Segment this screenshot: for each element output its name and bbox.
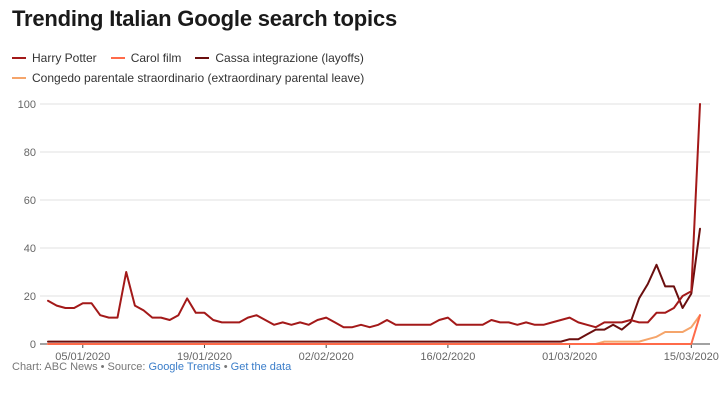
legend-row-2: Congedo parentale straordinario (extraor…: [12, 68, 712, 88]
chart-footer: Chart: ABC News • Source: Google Trends …: [12, 361, 291, 373]
get-data-link[interactable]: Get the data: [230, 361, 292, 373]
x-axis-ticks: 05/01/2020 19/01/2020 02/02/2020 16/02/2020…: [55, 344, 719, 363]
legend-item-carol-film: Carol film: [110, 51, 182, 65]
source-link[interactable]: Google Trends: [148, 361, 221, 373]
x-tick-label: 19/01/2020: [177, 351, 232, 363]
legend-swatch-congedo-parentale: [12, 77, 26, 79]
y-tick-label: 0: [30, 339, 36, 351]
y-tick-label: 20: [24, 291, 36, 303]
legend-row-1: Harry Potter Carol film Cassa integrazio…: [12, 48, 712, 68]
chart-legend: Harry Potter Carol film Cassa integrazio…: [12, 48, 712, 88]
footer-credit: Chart: ABC News • Source:: [12, 361, 149, 373]
legend-item-congedo-parentale: Congedo parentale straordinario (extraor…: [12, 71, 364, 85]
y-tick-label: 60: [24, 195, 36, 207]
series-line-carol-film: [47, 314, 701, 345]
footer-separator: •: [220, 361, 231, 373]
legend-label-harry-potter: Harry Potter: [32, 51, 97, 65]
chart-title: Trending Italian Google search topics: [12, 6, 398, 31]
x-tick-label: 01/03/2020: [542, 351, 597, 363]
y-tick-label: 100: [18, 99, 36, 111]
x-tick-label: 02/02/2020: [299, 351, 354, 363]
legend-swatch-carol-film: [110, 57, 125, 59]
legend-swatch-cassa-integrazione: [195, 57, 210, 59]
y-tick-label: 40: [24, 243, 36, 255]
legend-label-carol-film: Carol film: [130, 51, 182, 65]
legend-item-harry-potter: Harry Potter: [12, 51, 97, 65]
legend-swatch-harry-potter: [12, 57, 26, 59]
series-line-cassa-integrazione-layoffs: [47, 227, 701, 343]
legend-label-congedo-parentale: Congedo parentale straordinario (extraor…: [32, 71, 365, 85]
x-tick-label: 16/02/2020: [420, 351, 475, 363]
x-tick-label: 15/03/2020: [664, 351, 719, 363]
x-tick-label: 05/01/2020: [55, 351, 110, 363]
legend-item-cassa-integrazione: Cassa integrazione (layoffs): [195, 51, 364, 65]
series-lines: [47, 103, 701, 345]
legend-label-cassa-integrazione: Cassa integrazione (layoffs): [215, 51, 364, 65]
series-line-harry-potter: [47, 103, 701, 329]
y-axis-ticks: 0 20 40 60 80 100: [18, 99, 36, 351]
y-tick-label: 80: [24, 147, 36, 159]
